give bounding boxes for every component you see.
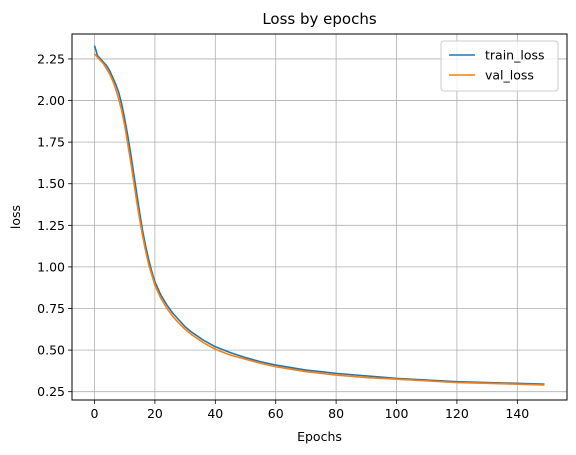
- y-tick-label: 1.25: [37, 218, 65, 233]
- y-tick-label: 0.25: [37, 384, 65, 399]
- x-tick-label: 140: [505, 406, 529, 421]
- y-tick-label: 2.25: [37, 51, 65, 66]
- x-axis-label: Epochs: [297, 429, 342, 444]
- x-tick-label: 60: [268, 406, 284, 421]
- x-tick-label: 20: [147, 406, 163, 421]
- x-axis-ticks: 0 20 40 60 80 100 120 140: [91, 400, 529, 421]
- y-tick-label: 0.50: [37, 343, 65, 358]
- legend-label-val-loss: val_loss: [485, 68, 534, 83]
- x-tick-label: 100: [385, 406, 409, 421]
- y-tick-label: 1.50: [37, 176, 65, 191]
- legend: train_loss val_loss: [440, 40, 559, 92]
- plot-frame: [71, 33, 568, 401]
- chart-title: Loss by epochs: [262, 10, 377, 28]
- legend-label-train-loss: train_loss: [485, 48, 545, 63]
- x-tick-label: 0: [91, 406, 99, 421]
- legend-box: [440, 40, 559, 92]
- y-tick-label: 1.75: [37, 135, 65, 150]
- x-tick-label: 120: [445, 406, 469, 421]
- y-axis-label: loss: [8, 205, 23, 229]
- x-tick-label: 40: [207, 406, 223, 421]
- y-tick-label: 0.75: [37, 301, 65, 316]
- grid: [72, 34, 567, 400]
- x-tick-label: 80: [328, 406, 344, 421]
- y-tick-label: 2.00: [37, 93, 65, 108]
- series-line-val-loss: [93, 53, 545, 386]
- y-tick-label: 1.00: [37, 259, 65, 274]
- y-axis-ticks: 0.25 0.50 0.75 1.00 1.25 1.50 1.75 2.00 2.25: [37, 51, 72, 399]
- plot-lines: [93, 45, 545, 386]
- series-line-train-loss: [93, 45, 545, 385]
